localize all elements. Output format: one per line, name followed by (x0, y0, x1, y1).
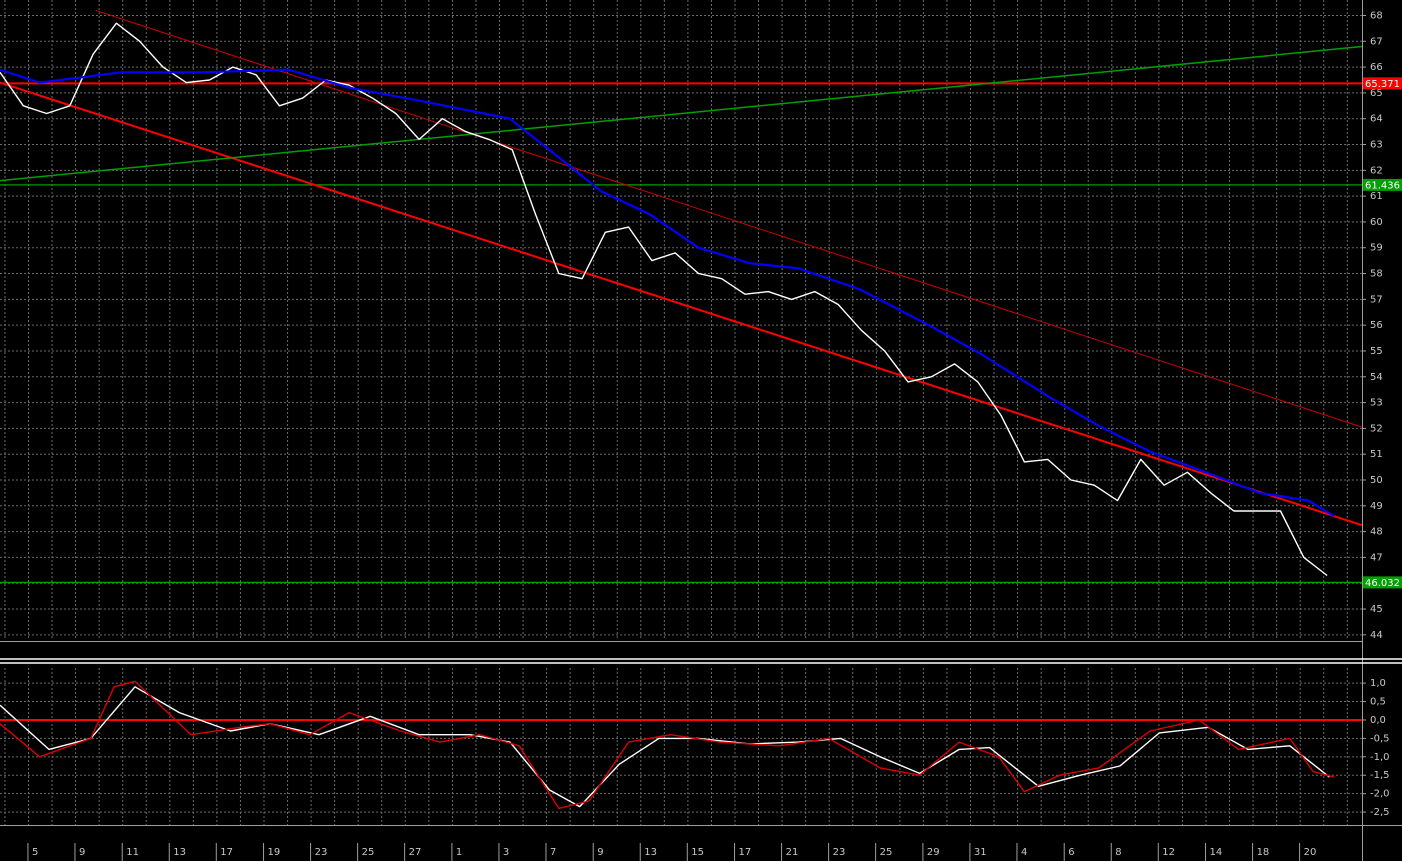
y-tick-label: 45 (1370, 604, 1383, 615)
y-tick-label: 58 (1370, 269, 1383, 280)
minor-grid (0, 0, 1362, 640)
x-tick-label: 8 (1115, 847, 1121, 858)
x-tick-label: 14 (1210, 847, 1223, 858)
y-tick-label: 53 (1370, 398, 1383, 409)
y-tick-label: 56 (1370, 320, 1383, 331)
y-tick-label: 65 (1370, 88, 1383, 99)
x-tick-label: 27 (409, 847, 422, 858)
level-label: 46.032 (1365, 578, 1400, 589)
series-line (0, 686, 1330, 808)
minor-grid (0, 668, 1362, 825)
x-tick-label: 13 (173, 847, 186, 858)
x-tick-label: 12 (1162, 847, 1175, 858)
x-tick-label: 1 (456, 847, 462, 858)
y-tick-label: 51 (1370, 449, 1383, 460)
x-tick-label: 4 (1021, 847, 1027, 858)
y-tick-label: 44 (1370, 630, 1383, 641)
x-tick-label: 6 (1068, 847, 1074, 858)
y-tick-label: 66 (1370, 62, 1383, 73)
x-tick-label: 21 (786, 847, 799, 858)
x-tick-label: 15 (691, 847, 704, 858)
y-tick-label: -2,5 (1370, 807, 1390, 818)
x-tick-label: 7 (550, 847, 556, 858)
x-tick-label: 11 (126, 847, 139, 858)
y-tick-label: 63 (1370, 140, 1383, 151)
y-tick-label: 48 (1370, 527, 1383, 538)
y-tick-label: 64 (1370, 114, 1383, 125)
x-tick-label: 31 (974, 847, 987, 858)
x-tick-label: 18 (1257, 847, 1270, 858)
x-tick-label: 19 (268, 847, 281, 858)
y-tick-label: 62 (1370, 165, 1383, 176)
y-tick-label: 47 (1370, 552, 1383, 563)
trend-line (95, 9, 1363, 428)
y-tick-label: 57 (1370, 294, 1383, 305)
y-tick-label: 50 (1370, 475, 1383, 486)
level-label: 65.371 (1365, 79, 1400, 90)
x-tick-label: 9 (597, 847, 603, 858)
trend-line (0, 81, 1363, 527)
y-tick-label: -1,0 (1370, 752, 1390, 763)
y-tick-label: -1,5 (1370, 770, 1390, 781)
x-tick-label: 25 (880, 847, 893, 858)
level-tag (1363, 77, 1402, 90)
x-tick-label: 29 (927, 847, 940, 858)
y-tick-label: 67 (1370, 36, 1383, 47)
x-tick-label: 25 (362, 847, 375, 858)
x-tick-label: 20 (1304, 847, 1317, 858)
y-tick-label: 68 (1370, 10, 1383, 21)
level-tag (1363, 576, 1402, 589)
x-tick-label: 23 (315, 847, 328, 858)
y-tick-label: 49 (1370, 501, 1383, 512)
level-tag (1363, 178, 1402, 191)
x-tick-label: 17 (220, 847, 233, 858)
y-tick-label: 52 (1370, 423, 1383, 434)
y-tick-label: -2,0 (1370, 789, 1390, 800)
trend-line (0, 45, 1363, 182)
y-tick-label: 0,0 (1370, 715, 1386, 726)
y-tick-label: 55 (1370, 346, 1383, 357)
y-tick-label: 54 (1370, 372, 1383, 383)
x-tick-label: 5 (32, 847, 38, 858)
y-tick-label: 59 (1370, 243, 1383, 254)
y-tick-label: 60 (1370, 217, 1383, 228)
y-tick-label: 0,5 (1370, 697, 1386, 708)
x-tick-label: 9 (79, 847, 85, 858)
level-label: 61.436 (1365, 180, 1400, 191)
series-line (0, 22, 1328, 577)
y-tick-label: 61 (1370, 191, 1383, 202)
x-tick-label: 3 (503, 847, 509, 858)
series-line (0, 680, 1335, 810)
x-tick-label: 17 (739, 847, 752, 858)
x-tick-label: 13 (644, 847, 657, 858)
y-tick-label: 1,0 (1370, 678, 1386, 689)
series-line (0, 68, 1335, 518)
x-tick-label: 23 (833, 847, 846, 858)
y-tick-label: -0,5 (1370, 733, 1390, 744)
